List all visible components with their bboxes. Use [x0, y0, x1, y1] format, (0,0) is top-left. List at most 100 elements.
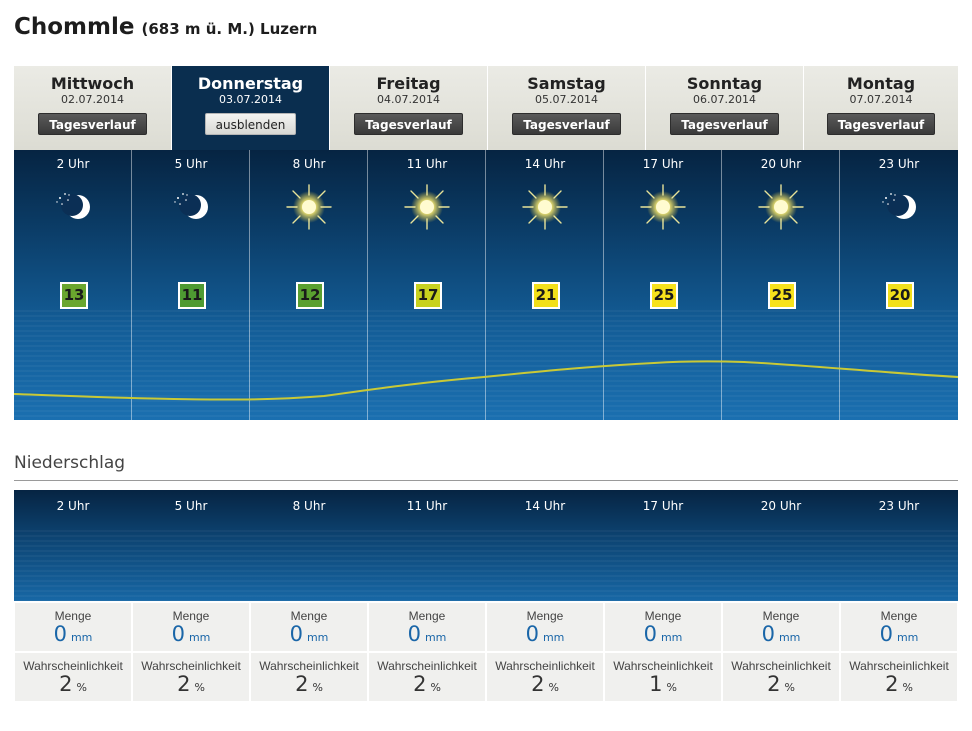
niederschlag-heading: Niederschlag	[14, 453, 126, 473]
sun-icon	[402, 182, 452, 232]
column-divider	[603, 150, 604, 420]
temperature-panel: 2 Uhr 13 5 Uhr 11 8 Uhr 12 11 Uhr 17 14 Uhr 21 17 …	[14, 150, 958, 420]
tab-freitag[interactable]: Freitag 04.07.2014 Tagesverlauf	[330, 66, 488, 150]
menge-value-row: 0 mm	[251, 623, 367, 645]
wahrscheinlichkeit-label: Wahrscheinlichkeit	[23, 659, 123, 673]
menge-box: Menge 0 mm	[15, 603, 131, 651]
menge-value: 0	[879, 622, 893, 646]
temperature-curve	[14, 360, 958, 401]
temperature-value: 25	[768, 282, 796, 309]
panel-stripes	[14, 530, 958, 601]
tab-sonntag[interactable]: Sonntag 06.07.2014 Tagesverlauf	[646, 66, 804, 150]
tab-date: 07.07.2014	[849, 93, 913, 106]
tab-samstag[interactable]: Samstag 05.07.2014 Tagesverlauf	[488, 66, 646, 150]
menge-box: Menge 0 mm	[605, 603, 721, 651]
hour-label: 2 Uhr	[56, 157, 90, 171]
wahrscheinlichkeit-unit: %	[194, 681, 205, 694]
menge-box: Menge 0 mm	[723, 603, 839, 651]
hour-column: 8 Uhr 12	[250, 150, 368, 420]
precipitation-stats: Menge 0 mm Wahrscheinlichkeit 2% Menge 0 mm Wahr…	[14, 603, 958, 703]
sun-icon	[520, 182, 570, 232]
hour-column: 17 Uhr 25	[604, 150, 722, 420]
wahrscheinlichkeit-box: Wahrscheinlichkeit 2%	[133, 653, 249, 701]
menge-label: Menge	[526, 609, 564, 623]
hour-column: 11 Uhr 17	[368, 150, 486, 420]
menge-unit: mm	[424, 631, 447, 644]
tab-day: Samstag	[527, 74, 606, 93]
ausblenden-button[interactable]: ausblenden	[204, 113, 297, 135]
hour-label: 11 Uhr	[406, 499, 448, 513]
moon-stars-icon	[874, 182, 924, 232]
tab-day: Sonntag	[686, 74, 763, 93]
tab-date: 04.07.2014	[377, 93, 440, 106]
menge-box: Menge 0 mm	[487, 603, 603, 651]
wahrscheinlichkeit-unit: %	[784, 681, 795, 694]
wahrscheinlichkeit-label: Wahrscheinlichkeit	[849, 659, 949, 673]
wahrscheinlichkeit-label: Wahrscheinlichkeit	[731, 659, 831, 673]
tab-mittwoch[interactable]: Mittwoch 02.07.2014 Tagesverlauf	[14, 66, 172, 150]
menge-label: Menge	[762, 609, 800, 623]
menge-value-row: 0 mm	[487, 623, 603, 645]
wahrscheinlichkeit-label: Wahrscheinlichkeit	[259, 659, 359, 673]
menge-value-row: 0 mm	[133, 623, 249, 645]
column-divider	[367, 150, 368, 420]
wahrscheinlichkeit-value: 2	[295, 672, 309, 696]
hour-label: 20 Uhr	[760, 157, 802, 171]
wahrscheinlichkeit-box: Wahrscheinlichkeit 2%	[841, 653, 957, 701]
wahrscheinlichkeit-value-row: 2%	[841, 673, 957, 695]
tab-day: Mittwoch	[50, 74, 135, 93]
hour-label: 14 Uhr	[524, 157, 566, 171]
hour-label: 17 Uhr	[642, 157, 684, 171]
wahrscheinlichkeit-value-row: 2%	[723, 673, 839, 695]
hour-column: 23 Uhr 20	[840, 150, 958, 420]
menge-value-row: 0 mm	[841, 623, 957, 645]
menge-value: 0	[407, 622, 421, 646]
tagesverlauf-button[interactable]: Tagesverlauf	[512, 113, 621, 135]
wahrscheinlichkeit-value-row: 2%	[15, 673, 131, 695]
wahrscheinlichkeit-label: Wahrscheinlichkeit	[613, 659, 713, 673]
wahrscheinlichkeit-value-row: 2%	[369, 673, 485, 695]
wahrscheinlichkeit-box: Wahrscheinlichkeit 2%	[723, 653, 839, 701]
wahrscheinlichkeit-label: Wahrscheinlichkeit	[495, 659, 595, 673]
precip-stat-cell: Menge 0 mm Wahrscheinlichkeit 1%	[604, 603, 722, 703]
tagesverlauf-button[interactable]: Tagesverlauf	[354, 113, 463, 135]
hour-column: 20 Uhr 25	[722, 150, 840, 420]
wahrscheinlichkeit-box: Wahrscheinlichkeit 1%	[605, 653, 721, 701]
menge-box: Menge 0 mm	[369, 603, 485, 651]
temperature-value: 20	[886, 282, 914, 309]
hour-label: 23 Uhr	[878, 499, 920, 513]
wahrscheinlichkeit-value-row: 2%	[133, 673, 249, 695]
wahrscheinlichkeit-unit: %	[312, 681, 323, 694]
hour-column: 2 Uhr 13	[14, 150, 132, 420]
tab-date: 06.07.2014	[693, 93, 756, 106]
precip-hour-column: 2 Uhr	[14, 490, 132, 601]
wahrscheinlichkeit-value-row: 1%	[605, 673, 721, 695]
menge-label: Menge	[172, 609, 210, 623]
wahrscheinlichkeit-value-row: 2%	[251, 673, 367, 695]
wahrscheinlichkeit-unit: %	[548, 681, 559, 694]
tagesverlauf-button[interactable]: Tagesverlauf	[826, 113, 936, 135]
sun-icon	[284, 182, 334, 232]
wahrscheinlichkeit-value: 2	[531, 672, 545, 696]
menge-unit: mm	[306, 631, 329, 644]
tagesverlauf-button[interactable]: Tagesverlauf	[670, 113, 779, 135]
precip-hour-column: 8 Uhr	[250, 490, 368, 601]
tab-montag[interactable]: Montag 07.07.2014 Tagesverlauf	[804, 66, 958, 150]
wahrscheinlichkeit-value: 2	[413, 672, 427, 696]
wahrscheinlichkeit-value: 2	[59, 672, 73, 696]
wahrscheinlichkeit-unit: %	[666, 681, 677, 694]
wahrscheinlichkeit-box: Wahrscheinlichkeit 2%	[487, 653, 603, 701]
menge-label: Menge	[408, 609, 446, 623]
temperature-value: 21	[532, 282, 560, 309]
menge-value: 0	[761, 622, 775, 646]
tab-donnerstag[interactable]: Donnerstag 03.07.2014 ausblenden	[172, 66, 330, 150]
menge-value: 0	[53, 622, 67, 646]
tagesverlauf-button[interactable]: Tagesverlauf	[38, 113, 147, 135]
precipitation-panel: 2 Uhr 5 Uhr 8 Uhr 11 Uhr 14 Uhr 17 Uhr 20 Uhr 2…	[14, 490, 958, 601]
menge-label: Menge	[880, 609, 918, 623]
tab-date: 05.07.2014	[535, 93, 598, 106]
temperature-value: 12	[296, 282, 324, 309]
divider	[14, 480, 958, 481]
menge-unit: mm	[188, 631, 211, 644]
temperature-value: 25	[650, 282, 678, 309]
